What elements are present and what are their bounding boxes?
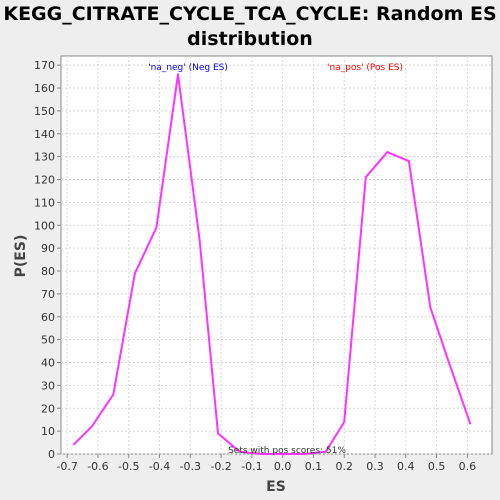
x-tick-label: 0.5 [428, 460, 446, 473]
y-tick-label: 30 [41, 379, 55, 392]
x-tick-label: -0.3 [180, 460, 201, 473]
y-tick-label: 150 [34, 105, 55, 118]
chart-title: KEGG_CITRATE_CYCLE_TCA_CYCLE: Random ES … [0, 2, 500, 52]
x-axis-label: ES [266, 479, 286, 495]
y-tick-label: 120 [34, 174, 55, 187]
x-tick-label: -0.6 [87, 460, 108, 473]
y-tick-label: 130 [34, 151, 55, 164]
x-tick-label: 0.4 [397, 460, 415, 473]
y-tick-label: 50 [41, 334, 55, 347]
x-tick-label: 0.1 [305, 460, 323, 473]
y-tick-label: 70 [41, 288, 55, 301]
y-tick-label: 20 [41, 402, 55, 415]
x-tick-label: 0.6 [459, 460, 477, 473]
y-tick-label: 60 [41, 311, 55, 324]
x-axis-ticks: -0.7 -0.6 -0.5 -0.4 -0.3 -0.2 -0.1 0.0 0.1 0.2 0.3… [56, 454, 476, 473]
y-tick-label: 0 [48, 448, 55, 461]
pos-es-annotation: 'na_pos' (Pos ES) [327, 63, 403, 73]
x-tick-label: -0.1 [241, 460, 262, 473]
y-tick-label: 160 [34, 82, 55, 95]
y-tick-label: 90 [41, 242, 55, 255]
chart-title-line-1: KEGG_CITRATE_CYCLE_TCA_CYCLE: Random ES [3, 3, 497, 25]
y-tick-label: 170 [34, 59, 55, 72]
x-tick-label: -0.7 [56, 460, 77, 473]
x-tick-label: 0.3 [366, 460, 384, 473]
y-tick-label: 40 [41, 357, 55, 370]
series-group [72, 73, 472, 455]
x-tick-label: 0.0 [274, 460, 292, 473]
y-tick-label: 140 [34, 128, 55, 141]
x-tick-label: -0.4 [149, 460, 170, 473]
series-line [72, 73, 472, 455]
plot-area [60, 55, 493, 455]
chart-title-line-2: distribution [187, 28, 313, 50]
y-tick-label: 10 [41, 425, 55, 438]
y-tick-label: 100 [34, 219, 55, 232]
pos-scores-note: Sets with pos scores: 51% [228, 446, 346, 456]
y-tick-label: 110 [34, 196, 55, 209]
x-tick-label: 0.2 [335, 460, 353, 473]
x-tick-label: -0.5 [118, 460, 139, 473]
x-tick-label: -0.2 [210, 460, 231, 473]
y-axis-ticks: 0 10 20 30 40 50 60 70 80 90 100 110 120 130 140 150 160… [34, 59, 61, 461]
y-axis-label: P(ES) [13, 235, 29, 278]
neg-es-annotation: 'na_neg' (Neg ES) [148, 63, 228, 73]
y-tick-label: 80 [41, 265, 55, 278]
